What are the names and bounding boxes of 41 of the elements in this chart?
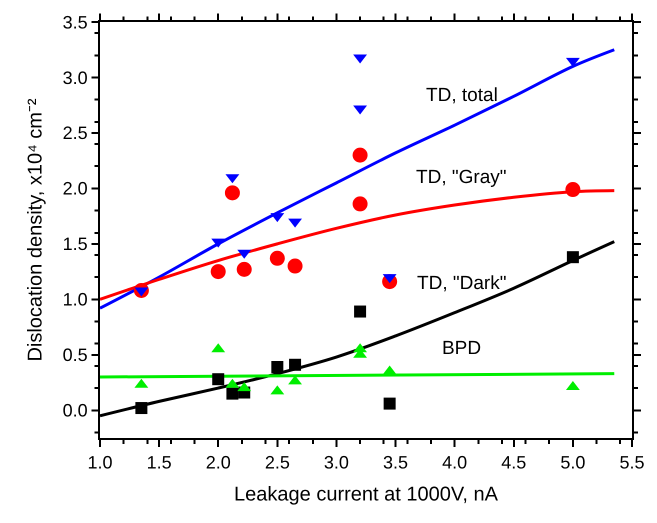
y-tick-label: 3.0	[62, 68, 88, 88]
y-tick-label: 3.5	[62, 12, 88, 32]
point	[384, 398, 396, 410]
point	[354, 306, 366, 318]
x-tick-label: 5.5	[619, 452, 645, 472]
y-axis-title: Dislocation density, x10⁴ cm⁻²	[24, 98, 47, 362]
x-axis-title: Leakage current at 1000V, nA	[234, 483, 499, 506]
y-tick-label: 1.0	[62, 290, 88, 310]
y-tick-label: 0.0	[62, 400, 88, 421]
series-label: TD, "Dark"	[417, 273, 506, 294]
point	[352, 148, 368, 163]
y-tick-label: 1.5	[62, 234, 88, 254]
series-label: BPD	[442, 338, 482, 359]
x-tick-label: 2.5	[264, 452, 290, 472]
series-label: TD, "Gray"	[416, 167, 507, 188]
y-tick-label: 0.5	[62, 345, 88, 366]
x-tick-label: 3.0	[324, 452, 349, 472]
series-label: TD, total	[426, 85, 498, 106]
point	[135, 402, 148, 414]
x-tick-label: 1.5	[146, 452, 172, 472]
point	[565, 182, 580, 198]
x-tick-label: 3.5	[383, 452, 408, 472]
point	[236, 262, 252, 277]
point	[210, 264, 226, 280]
point	[289, 358, 302, 371]
x-tick-label: 4.0	[442, 452, 468, 472]
point	[352, 196, 368, 212]
line-series	[100, 48, 616, 310]
point	[271, 361, 284, 373]
y-tick-label: 2.0	[62, 178, 88, 199]
x-tick-label: 5.0	[560, 452, 586, 472]
point	[224, 185, 240, 200]
point	[226, 388, 238, 400]
point	[566, 251, 579, 264]
point	[212, 373, 224, 386]
y-tick-label: 2.5	[62, 123, 88, 144]
point	[270, 250, 285, 266]
x-tick-label: 4.5	[501, 452, 526, 472]
point	[288, 258, 303, 274]
x-tick-label: 2.0	[206, 452, 231, 472]
x-tick-label: 1.0	[87, 452, 113, 472]
